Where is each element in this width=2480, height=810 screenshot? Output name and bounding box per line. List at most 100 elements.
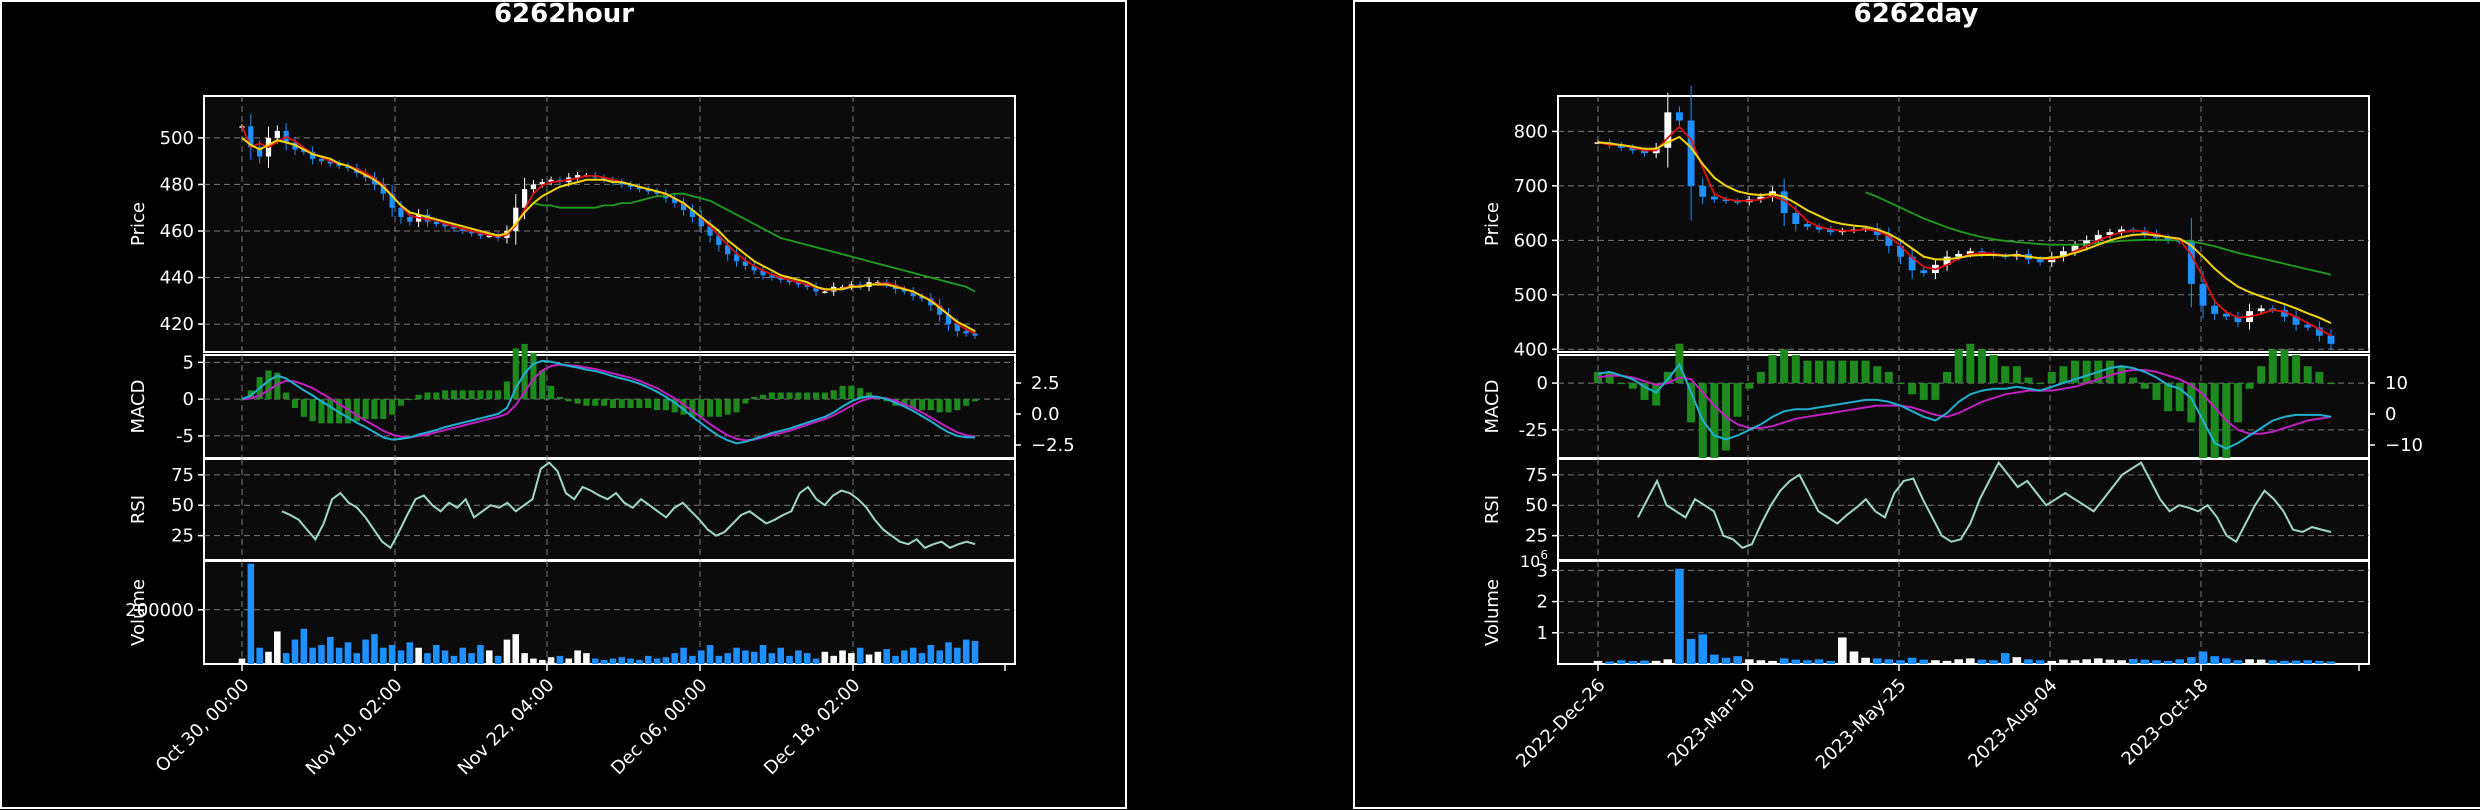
macd-histogram-bar (371, 399, 378, 420)
candle-body (301, 149, 307, 152)
rsi-y-tick-label: 50 (171, 495, 194, 516)
macd-histogram-bar (1943, 371, 1952, 384)
volume-y-tick-label: 200000 (125, 600, 194, 621)
macd-histogram-bar (759, 394, 767, 400)
volume-bar (927, 645, 935, 664)
macd-histogram-bar (503, 381, 510, 400)
candle-body (937, 305, 943, 315)
volume-bar (2035, 660, 2045, 664)
macd-histogram-bar (945, 399, 952, 413)
candle-body (1780, 191, 1788, 214)
candle-body (433, 221, 439, 224)
volume-bar (883, 649, 890, 664)
volume-bar (1675, 568, 1684, 664)
candle-body (318, 158, 325, 162)
price-mid-ma-line (1597, 135, 2332, 325)
volume-bar (901, 650, 908, 664)
volume-bar (1814, 659, 1824, 664)
candle-body (636, 186, 643, 190)
candle-body (707, 226, 713, 236)
candle-body (786, 279, 793, 283)
volume-bar (627, 658, 634, 664)
candle-body (486, 235, 492, 238)
candle-body (795, 282, 801, 285)
volume-bar (2152, 660, 2161, 664)
candle-body (1815, 226, 1823, 230)
candle-body (380, 184, 386, 194)
volume-bar (1849, 651, 1859, 664)
macd-histogram-bar (1908, 383, 1917, 395)
volume-bar (344, 642, 352, 664)
macd-histogram-bar (442, 390, 449, 400)
macd-histogram-bar (1628, 383, 1637, 389)
candle-body (901, 289, 907, 292)
x-tick-label: 2023-Mar-10 (1664, 675, 1760, 771)
volume-bar (2163, 660, 2173, 664)
volume-bar (1779, 658, 1789, 664)
macd-histogram-bar (963, 399, 970, 406)
macd-histogram-bar (2303, 366, 2312, 384)
x-tick-label: Oct 30, 00:00 (152, 675, 254, 777)
price-y-tick-label: 600 (1514, 230, 1548, 251)
candle-body (1629, 147, 1637, 151)
macd-histogram-bar (1989, 355, 1998, 384)
volume-bar (715, 655, 723, 664)
volume-bar (644, 655, 652, 664)
price-y-tick-label: 440 (160, 268, 194, 289)
candle-body (698, 217, 704, 227)
macd-histogram-bar (1803, 360, 1812, 384)
volume-bar (2059, 659, 2068, 664)
volume-bar (1663, 659, 1673, 664)
volume-bar (300, 628, 308, 664)
volume-bar (636, 659, 643, 664)
macd-histogram-bar (362, 399, 369, 420)
volume-bar (265, 651, 272, 664)
macd-histogram-bar (2326, 383, 2336, 385)
volume-bar (450, 655, 458, 664)
volume-bar (2245, 659, 2254, 664)
macd-histogram-bar (565, 399, 572, 402)
candle-body (548, 179, 554, 183)
volume-bar (2268, 660, 2278, 664)
macd-histogram-bar (689, 399, 696, 417)
macd-histogram-bar (1733, 383, 1742, 417)
macd-histogram-bar (1745, 383, 1754, 389)
x-tick-label: Nov 10, 02:00 (302, 675, 407, 780)
macd-histogram-bar (2012, 366, 2021, 384)
x-tick-label: Dec 06, 00:00 (607, 675, 711, 779)
macd-histogram-bar (291, 399, 299, 408)
rsi-panel-frame (203, 458, 1016, 561)
macd-panel-frame (203, 354, 1016, 459)
volume-panel: 321Volume1061e6 (1482, 548, 2370, 665)
candle-body (2257, 308, 2265, 312)
macd-histogram-bar (2292, 355, 2301, 384)
candle-body (619, 182, 625, 185)
volume-bar (547, 657, 555, 664)
macd-histogram-bar (627, 399, 634, 408)
volume-bar (441, 650, 449, 664)
rsi-line (281, 461, 976, 550)
macd-histogram-bar (1617, 383, 1626, 385)
candle-body (742, 261, 749, 266)
volume-bar (2326, 661, 2336, 664)
candle-body (1664, 112, 1672, 148)
volume-bar (2315, 660, 2324, 664)
volume-bar (954, 647, 961, 664)
macd-histogram-bar (574, 399, 581, 404)
macd-histogram-bar (1977, 349, 1986, 384)
rsi-panel: 75 50 25 RSI (128, 458, 1016, 561)
macd-histogram-bar (477, 390, 484, 400)
macd-y-tick-label: 0 (183, 389, 194, 410)
candle-body (2281, 310, 2288, 317)
candle-body (610, 179, 616, 183)
volume-bar (2000, 653, 2010, 664)
volume-bar (706, 645, 714, 664)
rsi-panel-frame (1557, 458, 2370, 561)
volume-bar (945, 642, 952, 664)
volume-bar (415, 647, 422, 664)
macd-histogram-bar (583, 399, 590, 406)
volume-bar (2082, 659, 2091, 664)
volume-bar (282, 653, 290, 664)
macd-histogram-bar (804, 392, 811, 400)
candle-body (1908, 256, 1916, 271)
